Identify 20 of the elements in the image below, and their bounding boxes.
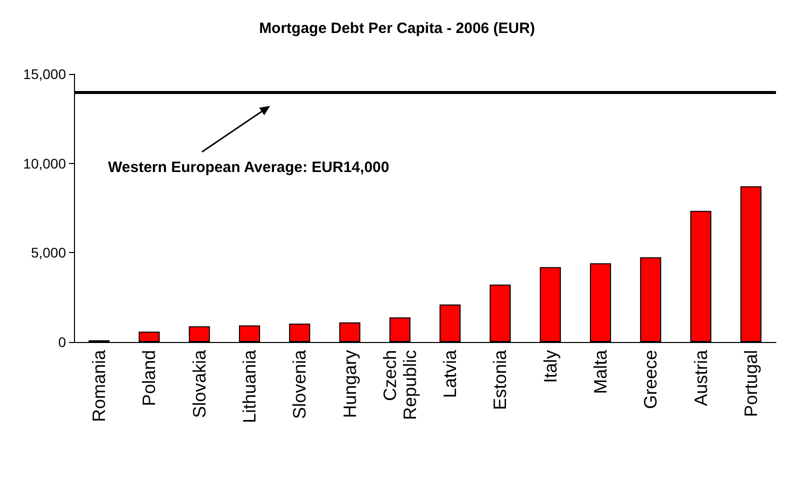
y-tick-label: 5,000 xyxy=(30,244,66,261)
x-tick-label: Austria xyxy=(690,349,711,406)
x-tick-label: Romania xyxy=(89,349,110,422)
y-tick-label: 10,000 xyxy=(23,155,66,172)
y-tick-label: 0 xyxy=(58,334,66,350)
x-tick-label: Malta xyxy=(590,349,610,394)
y-tick-label: 15,000 xyxy=(23,66,66,82)
x-tick-label: Greece xyxy=(640,350,661,410)
x-tick-label: Estonia xyxy=(490,349,510,410)
ref-line-label: Western European Average: EUR14,000 xyxy=(108,158,390,176)
chart-title: Mortgage Debt Per Capita - 2006 (EUR) xyxy=(259,20,535,37)
x-tick-label: Czech Republic xyxy=(380,350,420,420)
x-tick-label: Italy xyxy=(540,350,560,384)
x-tick-label: Slovakia xyxy=(189,349,210,418)
x-tick-label: Slovenia xyxy=(290,349,310,420)
x-tick-label: Latvia xyxy=(440,349,460,398)
x-tick-label: Portugal xyxy=(740,350,761,418)
x-tick-label: Lithuania xyxy=(240,349,260,424)
x-tick-label: Poland xyxy=(139,350,160,406)
x-tick-label: Hungary xyxy=(340,350,360,418)
